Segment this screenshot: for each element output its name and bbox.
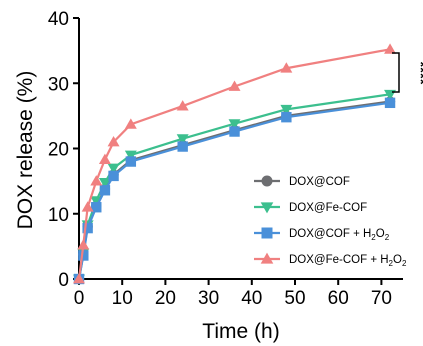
x-tick-label: 0	[74, 288, 85, 309]
legend-item: DOX@COF + H2O2	[254, 227, 390, 242]
data-point	[384, 97, 396, 109]
data-point	[280, 62, 293, 73]
legend-item: DOX@COF	[254, 175, 350, 188]
data-point	[384, 43, 397, 54]
legend-label: DOX@Fe-COF	[289, 202, 367, 214]
y-tick-label: 10	[48, 205, 69, 226]
data-point	[99, 185, 111, 196]
data-point	[77, 239, 90, 250]
y-ticks: 0 10 20 30 40	[48, 9, 79, 291]
data-point	[124, 118, 137, 129]
significance-bracket: ****	[392, 52, 423, 93]
data-point	[125, 156, 137, 167]
legend-item: DOX@Fe-COF	[254, 202, 367, 214]
significance-stars: ****	[412, 61, 423, 85]
series-layer	[73, 43, 397, 285]
x-tick-label: 10	[112, 288, 133, 309]
data-point	[78, 250, 89, 261]
legend-marker	[261, 175, 273, 187]
data-point	[124, 150, 137, 162]
data-point	[108, 170, 119, 182]
data-point	[176, 134, 189, 145]
x-tick-label: 40	[241, 288, 262, 309]
data-point	[228, 80, 241, 91]
data-point	[90, 196, 103, 207]
y-tick-label: 40	[48, 9, 69, 30]
data-point	[228, 119, 241, 130]
data-point	[229, 126, 240, 137]
legend-label: DOX@Fe-COF + H2O2	[289, 254, 407, 268]
data-point	[91, 202, 102, 213]
legend-marker	[260, 252, 274, 264]
legend: DOX@COF DOX@Fe-COF DOX@COF + H2O2 DOX@Fe-CO…	[254, 175, 407, 268]
x-axis-label: Time (h)	[202, 320, 279, 343]
data-point	[107, 163, 120, 175]
data-point	[107, 135, 120, 147]
data-point	[90, 175, 103, 186]
x-tick-label: 70	[371, 288, 392, 309]
data-point	[176, 100, 189, 111]
data-point	[280, 104, 293, 116]
data-point	[98, 153, 111, 165]
data-point	[281, 111, 292, 123]
y-tick-label: 30	[48, 74, 69, 95]
x-tick-label: 60	[328, 288, 349, 309]
legend-marker	[261, 227, 273, 239]
legend-label: DOX@COF	[289, 176, 350, 188]
data-point	[177, 141, 188, 152]
series-3	[73, 43, 397, 284]
y-axis-label: DOX release (%)	[14, 71, 37, 230]
x-ticks: 0 10 20 30 40 50 60 70	[74, 279, 392, 309]
legend-marker	[260, 202, 274, 214]
data-point	[73, 273, 85, 284]
data-point	[98, 178, 111, 189]
y-tick-label: 0	[58, 270, 69, 291]
legend-item: DOX@Fe-COF + H2O2	[254, 252, 407, 268]
legend-label: DOX@COF + H2O2	[289, 228, 390, 242]
x-tick-label: 30	[198, 288, 219, 309]
x-tick-label: 50	[284, 288, 305, 309]
x-tick-label: 20	[155, 288, 176, 309]
bracket-line	[392, 52, 400, 93]
y-tick-label: 20	[48, 140, 69, 161]
data-point	[81, 201, 94, 212]
data-point	[82, 222, 93, 234]
